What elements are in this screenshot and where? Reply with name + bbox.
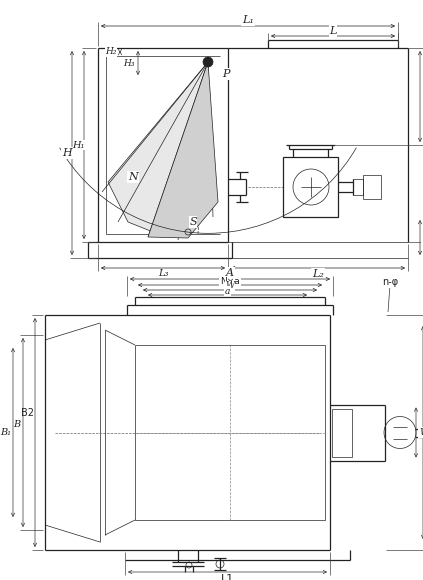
Text: a: a (225, 287, 230, 295)
Bar (283, 157, 338, 217)
Text: B: B (14, 420, 21, 429)
Bar (135, 345, 325, 520)
Polygon shape (148, 62, 218, 238)
Text: H₂: H₂ (105, 48, 117, 56)
Text: W: W (225, 281, 235, 291)
Bar (332, 408, 352, 456)
Text: L₃: L₃ (158, 270, 168, 278)
Text: H₃: H₃ (123, 59, 135, 67)
Text: H₁: H₁ (72, 140, 84, 150)
Bar (363, 175, 381, 199)
Text: H₅: H₅ (422, 233, 423, 242)
Bar (353, 179, 363, 195)
Text: H: H (62, 148, 72, 158)
Text: H₄: H₄ (422, 92, 423, 101)
Text: L1: L1 (221, 574, 234, 580)
Text: N×a: N×a (220, 277, 240, 285)
Text: L₂: L₂ (312, 269, 324, 279)
Text: L: L (330, 26, 337, 36)
Text: W: W (419, 428, 423, 437)
Text: B2: B2 (20, 408, 33, 418)
Text: B₁: B₁ (0, 428, 11, 437)
Polygon shape (108, 62, 208, 232)
Text: S: S (189, 217, 197, 227)
Text: A: A (226, 268, 234, 278)
Circle shape (203, 57, 213, 67)
Text: N: N (128, 172, 138, 182)
Text: n-φ: n-φ (382, 277, 398, 287)
Text: L₁: L₁ (242, 15, 254, 25)
Text: P: P (222, 69, 230, 79)
